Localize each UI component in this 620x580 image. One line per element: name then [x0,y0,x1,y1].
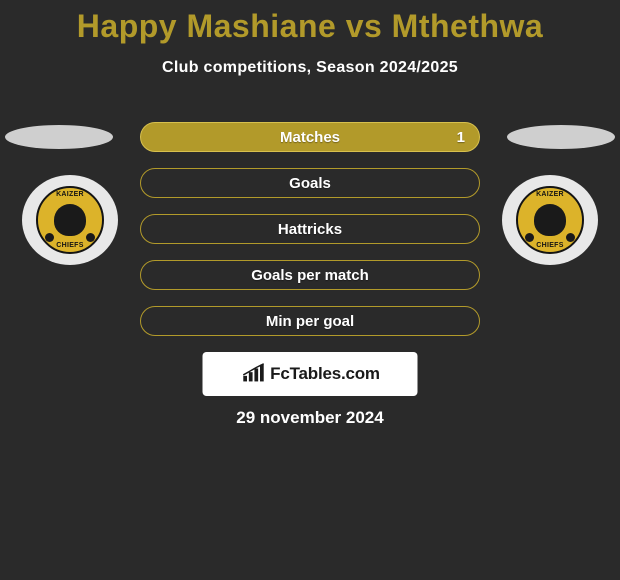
club-badge-left-inner: KAIZER CHIEFS [36,186,104,254]
page-title: Happy Mashiane vs Mthethwa [0,0,620,45]
stat-label: Min per goal [266,313,354,330]
site-badge: FcTables.com [203,352,418,396]
soccer-ball-icon [566,233,575,242]
club-head-icon [534,204,566,236]
infographic-root: Happy Mashiane vs Mthethwa Club competit… [0,0,620,580]
stat-right-value: 1 [457,129,465,146]
club-badge-left: KAIZER CHIEFS [22,175,118,265]
site-name: FcTables.com [270,364,380,384]
player-photo-left [5,125,113,149]
club-head-icon [54,204,86,236]
stat-row-min-per-goal: Min per goal [140,306,480,336]
stat-row-matches: Matches 1 [140,122,480,152]
club-badge-right-inner: KAIZER CHIEFS [516,186,584,254]
stat-label: Matches [280,129,340,146]
stat-row-goals-per-match: Goals per match [140,260,480,290]
soccer-ball-icon [45,233,54,242]
club-name-bottom: CHIEFS [536,242,563,249]
subtitle: Club competitions, Season 2024/2025 [0,59,620,77]
club-name-bottom: CHIEFS [56,242,83,249]
club-name-top: KAIZER [56,191,84,198]
stat-label: Goals [289,175,331,192]
stat-label: Hattricks [278,221,342,238]
bar-chart-icon [240,362,266,386]
date: 29 november 2024 [0,408,620,428]
club-badge-right: KAIZER CHIEFS [502,175,598,265]
club-name-top: KAIZER [536,191,564,198]
stat-rows: Matches 1 Goals Hattricks Goals per matc… [140,122,480,352]
player-photo-right [507,125,615,149]
stat-row-goals: Goals [140,168,480,198]
stat-label: Goals per match [251,267,369,284]
soccer-ball-icon [86,233,95,242]
soccer-ball-icon [525,233,534,242]
stat-row-hattricks: Hattricks [140,214,480,244]
